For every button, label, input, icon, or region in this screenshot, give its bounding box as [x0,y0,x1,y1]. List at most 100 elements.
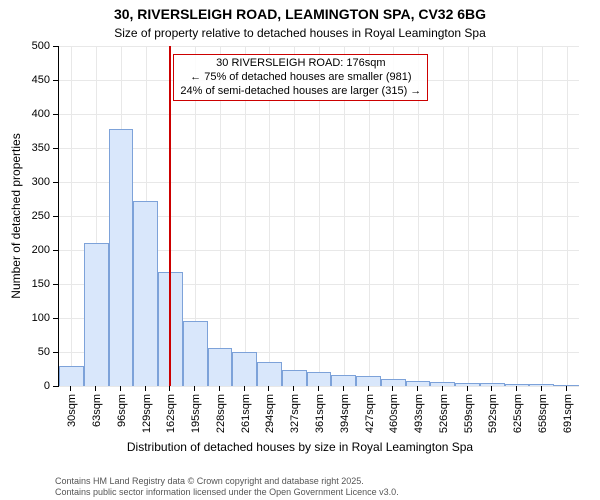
xtick-label: 162sqm [165,394,177,433]
histogram-bar [84,243,109,386]
ytick-label: 350 [0,142,50,154]
xtick-mark [169,386,170,391]
xtick-label: 261sqm [240,394,252,433]
gridline-v [517,46,518,386]
ytick-label: 50 [0,346,50,358]
annotation-line: 24% of semi-detached houses are larger (… [180,85,421,99]
histogram-bar [331,375,356,386]
histogram-bar [133,201,158,386]
credit-line: Contains public sector information licen… [55,487,399,498]
xtick-mark [491,386,492,391]
histogram-bar [59,366,84,386]
xtick-label: 195sqm [190,394,202,433]
ytick-mark [53,216,58,217]
property-size-chart: 30, RIVERSLEIGH ROAD, LEAMINGTON SPA, CV… [0,0,600,500]
xtick-mark [343,386,344,391]
xtick-mark [566,386,567,391]
gridline-v [542,46,543,386]
credit-line: Contains HM Land Registry data © Crown c… [55,476,399,487]
annotation-box: 30 RIVERSLEIGH ROAD: 176sqm← 75% of deta… [173,54,428,101]
xtick-mark [442,386,443,391]
xtick-label: 658sqm [537,394,549,433]
xtick-mark [392,386,393,391]
xtick-label: 559sqm [463,394,475,433]
x-axis-label: Distribution of detached houses by size … [0,440,600,454]
xtick-label: 691sqm [562,394,574,433]
xtick-label: 625sqm [512,394,524,433]
plot-area: 30 RIVERSLEIGH ROAD: 176sqm← 75% of deta… [58,46,579,387]
ytick-label: 400 [0,108,50,120]
gridline-v [468,46,469,386]
xtick-label: 294sqm [264,394,276,433]
xtick-label: 361sqm [314,394,326,433]
xtick-mark [145,386,146,391]
gridline-v [492,46,493,386]
histogram-bar [455,383,480,386]
histogram-bar [208,348,233,386]
xtick-mark [95,386,96,391]
ytick-label: 0 [0,380,50,392]
ytick-mark [53,148,58,149]
xtick-label: 63sqm [91,394,103,427]
ytick-mark [53,318,58,319]
gridline-h [59,386,579,387]
ytick-label: 100 [0,312,50,324]
xtick-label: 228sqm [215,394,227,433]
ytick-mark [53,352,58,353]
histogram-bar [554,385,579,386]
ytick-mark [53,114,58,115]
histogram-bar [183,321,208,386]
xtick-mark [194,386,195,391]
chart-title: 30, RIVERSLEIGH ROAD, LEAMINGTON SPA, CV… [0,6,600,22]
xtick-label: 327sqm [289,394,301,433]
xtick-label: 460sqm [388,394,400,433]
ytick-mark [53,182,58,183]
xtick-mark [120,386,121,391]
gridline-v [567,46,568,386]
ytick-label: 150 [0,278,50,290]
xtick-mark [219,386,220,391]
ytick-mark [53,46,58,47]
annotation-line: ← 75% of detached houses are smaller (98… [180,71,421,85]
histogram-bar [109,129,134,386]
xtick-mark [417,386,418,391]
xtick-label: 427sqm [364,394,376,433]
xtick-label: 129sqm [141,394,153,433]
xtick-label: 493sqm [413,394,425,433]
ytick-mark [53,250,58,251]
xtick-mark [516,386,517,391]
xtick-mark [467,386,468,391]
histogram-bar [282,370,307,386]
histogram-bar [430,382,455,386]
histogram-bar [381,379,406,386]
ytick-label: 450 [0,74,50,86]
histogram-bar [257,362,282,386]
xtick-label: 30sqm [66,394,78,427]
chart-subtitle: Size of property relative to detached ho… [0,26,600,40]
histogram-bar [529,384,554,386]
annotation-line: 30 RIVERSLEIGH ROAD: 176sqm [180,57,421,71]
histogram-bar [356,376,381,386]
ytick-mark [53,284,58,285]
xtick-mark [368,386,369,391]
ytick-label: 300 [0,176,50,188]
ytick-label: 200 [0,244,50,256]
xtick-label: 394sqm [339,394,351,433]
xtick-label: 96sqm [116,394,128,427]
xtick-mark [268,386,269,391]
gridline-v [71,46,72,386]
xtick-mark [318,386,319,391]
xtick-label: 526sqm [438,394,450,433]
histogram-bar [232,352,257,386]
ytick-mark [53,80,58,81]
xtick-mark [244,386,245,391]
xtick-mark [293,386,294,391]
histogram-bar [307,372,332,386]
xtick-mark [541,386,542,391]
credits-text: Contains HM Land Registry data © Crown c… [55,476,399,498]
xtick-label: 592sqm [487,394,499,433]
xtick-mark [70,386,71,391]
ytick-label: 500 [0,40,50,52]
ytick-label: 250 [0,210,50,222]
property-marker-line [169,46,171,386]
